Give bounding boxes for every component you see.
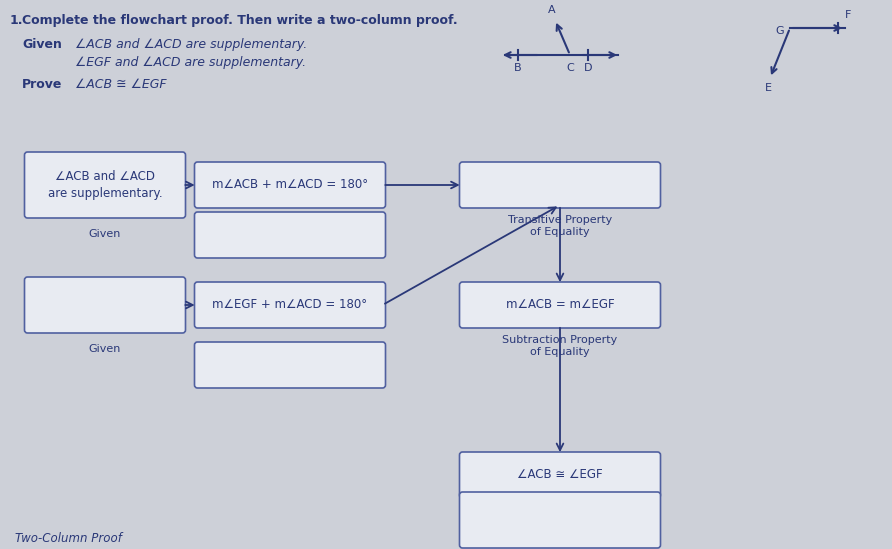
Text: F: F [845, 10, 851, 20]
FancyBboxPatch shape [459, 162, 660, 208]
FancyBboxPatch shape [24, 152, 186, 218]
FancyBboxPatch shape [459, 282, 660, 328]
Text: Prove: Prove [22, 78, 62, 91]
Text: ∠ACB and ∠ACD are supplementary.: ∠ACB and ∠ACD are supplementary. [75, 38, 307, 51]
Text: Complete the flowchart proof. Then write a two-column proof.: Complete the flowchart proof. Then write… [22, 14, 458, 27]
Text: ∠ACB ≅ ∠EGF: ∠ACB ≅ ∠EGF [517, 468, 603, 481]
FancyBboxPatch shape [194, 342, 385, 388]
Text: Transitive Property
of Equality: Transitive Property of Equality [508, 215, 612, 237]
FancyBboxPatch shape [24, 277, 186, 333]
Text: A: A [549, 5, 556, 15]
FancyBboxPatch shape [459, 492, 660, 548]
Text: Subtraction Property
of Equality: Subtraction Property of Equality [502, 335, 617, 357]
Text: E: E [764, 83, 772, 93]
Text: G: G [775, 26, 784, 36]
Text: m∠ACB = m∠EGF: m∠ACB = m∠EGF [506, 299, 615, 311]
Text: Given: Given [89, 344, 121, 354]
Text: ∠EGF and ∠ACD are supplementary.: ∠EGF and ∠ACD are supplementary. [75, 56, 306, 69]
Text: ∠ACB and ∠ACD
are supplementary.: ∠ACB and ∠ACD are supplementary. [47, 171, 162, 199]
Text: Two-Column Proof: Two-Column Proof [15, 532, 122, 545]
Text: 1.: 1. [10, 14, 23, 27]
FancyBboxPatch shape [459, 452, 660, 498]
Text: B: B [514, 63, 522, 73]
Text: Given: Given [22, 38, 62, 51]
Text: m∠ACB + m∠ACD = 180°: m∠ACB + m∠ACD = 180° [212, 178, 368, 192]
Text: Given: Given [89, 229, 121, 239]
FancyBboxPatch shape [194, 162, 385, 208]
Text: C: C [566, 63, 574, 73]
FancyBboxPatch shape [194, 282, 385, 328]
Text: D: D [583, 63, 592, 73]
Text: ∠ACB ≅ ∠EGF: ∠ACB ≅ ∠EGF [75, 78, 167, 91]
FancyBboxPatch shape [194, 212, 385, 258]
Text: m∠EGF + m∠ACD = 180°: m∠EGF + m∠ACD = 180° [212, 299, 368, 311]
